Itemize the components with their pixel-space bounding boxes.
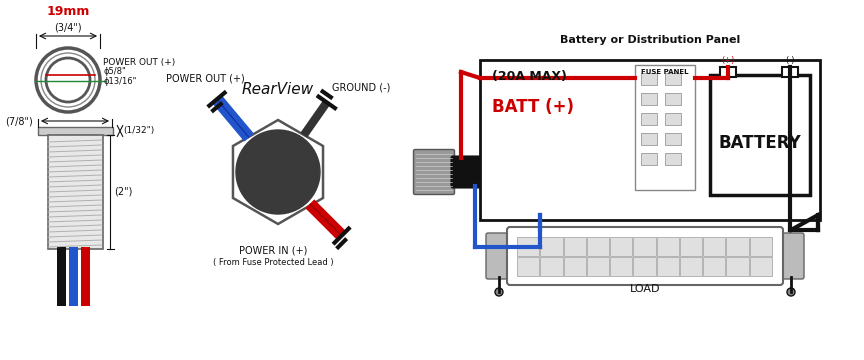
Polygon shape — [233, 120, 323, 224]
FancyBboxPatch shape — [414, 149, 454, 194]
Bar — [610, 237, 632, 256]
Bar — [563, 257, 586, 276]
Text: (1/32"): (1/32") — [123, 126, 155, 135]
Text: (-): (-) — [785, 56, 795, 65]
Text: POWER IN (+): POWER IN (+) — [238, 246, 308, 256]
Text: 19mm: 19mm — [47, 5, 90, 18]
Text: ϕ5/8": ϕ5/8" — [103, 67, 126, 76]
Bar — [480, 60, 820, 220]
Bar — [633, 237, 656, 256]
Bar — [587, 257, 609, 276]
Text: RearView: RearView — [242, 82, 314, 98]
Bar — [635, 65, 695, 190]
Bar — [48, 135, 103, 249]
Bar — [710, 75, 810, 195]
Bar — [641, 73, 657, 85]
Text: ϕ13/16": ϕ13/16" — [103, 77, 137, 85]
Text: Battery or Distribution Panel: Battery or Distribution Panel — [560, 35, 740, 45]
Bar — [610, 257, 632, 276]
Bar — [680, 257, 702, 276]
Bar — [680, 237, 702, 256]
Circle shape — [236, 130, 320, 214]
Bar — [81, 247, 90, 306]
Bar — [517, 237, 539, 256]
Bar — [641, 153, 657, 165]
Text: (+): (+) — [721, 56, 734, 65]
Bar — [657, 237, 679, 256]
Text: GROUND (-): GROUND (-) — [332, 82, 391, 93]
Bar — [563, 237, 586, 256]
FancyBboxPatch shape — [451, 156, 505, 188]
Bar — [665, 113, 681, 125]
FancyBboxPatch shape — [507, 227, 783, 285]
Bar — [641, 93, 657, 105]
Circle shape — [787, 288, 795, 296]
Circle shape — [495, 288, 503, 296]
Bar — [540, 237, 562, 256]
Text: ( From Fuse Protected Lead ): ( From Fuse Protected Lead ) — [213, 258, 334, 267]
Bar — [57, 247, 66, 306]
Text: FUSE PANEL: FUSE PANEL — [641, 69, 689, 75]
Text: (3/4"): (3/4") — [54, 23, 82, 33]
Bar — [782, 67, 798, 77]
Bar — [540, 257, 562, 276]
Text: (20A MAX): (20A MAX) — [492, 70, 567, 83]
Bar — [641, 113, 657, 125]
Bar — [665, 73, 681, 85]
Bar — [720, 67, 736, 77]
Bar — [727, 257, 749, 276]
Text: POWER OUT (+): POWER OUT (+) — [103, 58, 175, 68]
Text: POWER OUT (+): POWER OUT (+) — [166, 73, 245, 83]
Bar — [587, 237, 609, 256]
Bar — [750, 237, 772, 256]
Bar — [727, 237, 749, 256]
Text: BATT (+): BATT (+) — [492, 98, 574, 116]
Text: (2"): (2") — [114, 187, 132, 197]
Bar — [703, 257, 726, 276]
Bar — [665, 153, 681, 165]
Bar — [750, 257, 772, 276]
Bar — [657, 257, 679, 276]
FancyBboxPatch shape — [486, 233, 512, 279]
Bar — [69, 247, 78, 306]
Bar — [517, 257, 539, 276]
Bar — [641, 133, 657, 145]
Text: LOAD: LOAD — [630, 284, 660, 294]
Text: (7/8"): (7/8") — [5, 116, 33, 126]
Bar — [703, 237, 726, 256]
Bar — [38, 127, 113, 135]
Bar — [665, 93, 681, 105]
Bar — [665, 133, 681, 145]
FancyBboxPatch shape — [778, 233, 804, 279]
Text: BATTERY: BATTERY — [719, 134, 802, 152]
Bar — [633, 257, 656, 276]
